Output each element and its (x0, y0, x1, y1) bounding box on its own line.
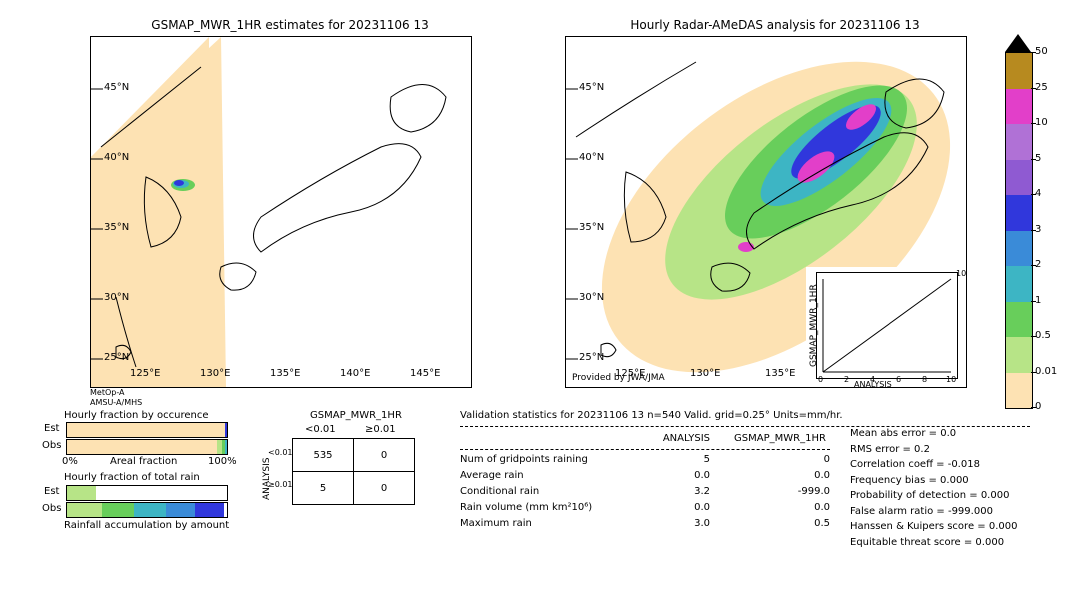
colorbar (1005, 52, 1033, 409)
row-label: Obs (42, 440, 61, 451)
ytick: 40°N (104, 152, 129, 163)
validation-right: Mean abs error = 0.0RMS error = 0.2Corre… (850, 426, 1017, 550)
occurrence-title: Hourly fraction by occurence (64, 410, 208, 421)
satellite-label-1: MetOp-A (90, 388, 125, 397)
xaxis-left: 0% (62, 456, 78, 467)
ytick: 30°N (579, 292, 604, 303)
contingency-col-label: ≥0.01 (365, 424, 396, 435)
ytick: 45°N (104, 82, 129, 93)
colorbar-tick: 0.5 (1035, 330, 1051, 341)
contingency-col-title: GSMAP_MWR_1HR (310, 410, 402, 421)
inset-xtick: 4 (870, 375, 875, 384)
xtick: 140°E (340, 368, 370, 379)
page: GSMAP_MWR_1HR estimates for 20231106 13 (10, 10, 1070, 602)
colorbar-tick: 0.01 (1035, 366, 1057, 377)
inset-xtick: 8 (922, 375, 927, 384)
ctg-cell: 0 (354, 439, 415, 472)
validation-right-row: Probability of detection = 0.000 (850, 488, 1017, 504)
contingency-row-label: <0.01 (268, 448, 293, 457)
ytick: 25°N (579, 352, 604, 363)
ytick: 30°N (104, 292, 129, 303)
validation-right-row: Frequency bias = 0.000 (850, 473, 1017, 489)
xtick: 135°E (270, 368, 300, 379)
validation-right-row: Mean abs error = 0.0 (850, 426, 1017, 442)
occurrence-obs-bar (66, 439, 228, 455)
validation-col1: ANALYSIS (630, 431, 730, 447)
ctg-cell: 5 (293, 472, 354, 505)
totalrain-est-bar (66, 485, 228, 501)
ytick: 45°N (579, 82, 604, 93)
contingency-row-label: ≥0.01 (268, 480, 293, 489)
ytick: 35°N (104, 222, 129, 233)
contingency-table: 535 0 5 0 (292, 438, 415, 505)
xtick: 130°E (200, 368, 230, 379)
colorbar-arrow-icon (1005, 34, 1031, 52)
satellite-label-2: AMSU-A/MHS (90, 398, 142, 407)
inset-xtick: 2 (844, 375, 849, 384)
xtick: 125°E (130, 368, 160, 379)
validation-right-row: Hanssen & Kuipers score = 0.000 (850, 519, 1017, 535)
row-label: Est (44, 423, 59, 434)
validation-col2: GSMAP_MWR_1HR (730, 431, 830, 447)
contingency-col-label: <0.01 (305, 424, 336, 435)
contingency-row-title: ANALYSIS (262, 458, 272, 500)
totalrain-obs-bar (66, 502, 228, 518)
inset-ytick: 10 (956, 269, 966, 278)
left-map-svg (91, 37, 471, 387)
colorbar-tick: 50 (1035, 46, 1048, 57)
validation-right-row: Correlation coeff = -0.018 (850, 457, 1017, 473)
ytick: 40°N (579, 152, 604, 163)
left-map (90, 36, 472, 388)
inset-ylabel: GSMAP_MWR_1HR (809, 284, 819, 367)
totalrain-legend: Rainfall accumulation by amount (64, 520, 229, 531)
xtick: 135°E (765, 368, 795, 379)
inset-xtick: 10 (946, 375, 956, 384)
validation-title: Validation statistics for 20231106 13 n=… (460, 408, 1030, 427)
row-label: Obs (42, 503, 61, 514)
row-label: Est (44, 486, 59, 497)
inset-xtick: 0 (818, 375, 823, 384)
ctg-cell: 535 (293, 439, 354, 472)
ctg-cell: 0 (354, 472, 415, 505)
right-map: ANALYSIS GSMAP_MWR_1HR 0 2 4 6 8 10 10 P… (565, 36, 967, 388)
xtick: 145°E (410, 368, 440, 379)
xaxis-center: Areal fraction (110, 456, 177, 467)
ytick: 35°N (579, 222, 604, 233)
xaxis-right: 100% (208, 456, 237, 467)
ytick: 25°N (104, 352, 129, 363)
right-map-title: Hourly Radar-AMeDAS analysis for 2023110… (565, 18, 985, 32)
left-map-title: GSMAP_MWR_1HR estimates for 20231106 13 (90, 18, 490, 32)
occurrence-est-bar (66, 422, 228, 438)
totalrain-title: Hourly fraction of total rain (64, 472, 200, 483)
xtick: 125°E (615, 368, 645, 379)
validation-right-row: RMS error = 0.2 (850, 442, 1017, 458)
colorbar-tick: 10 (1035, 117, 1048, 128)
scatter-inset (816, 272, 958, 379)
inset-xtick: 6 (896, 375, 901, 384)
colorbar-tick: 25 (1035, 82, 1048, 93)
validation-right-row: False alarm ratio = -999.000 (850, 504, 1017, 520)
xtick: 130°E (690, 368, 720, 379)
validation-right-row: Equitable threat score = 0.000 (850, 535, 1017, 551)
